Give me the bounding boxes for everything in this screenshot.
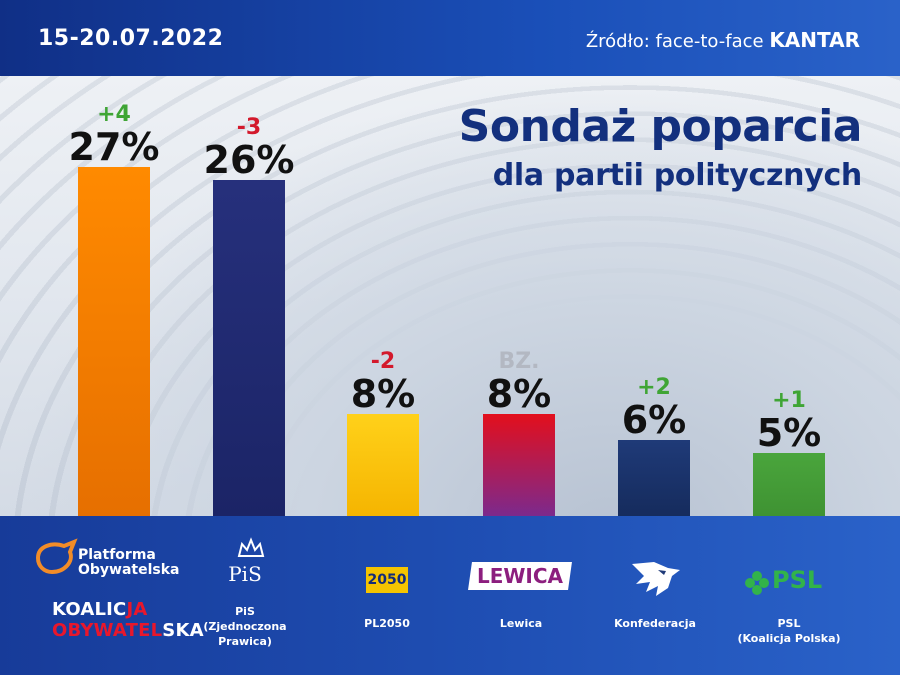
value-label-5: 5% — [757, 411, 822, 455]
change-label-2: -2 — [371, 349, 395, 374]
ko-line1-b: JA — [126, 599, 148, 620]
change-label-0: +4 — [97, 102, 131, 127]
source-brand: KANTAR — [769, 28, 860, 52]
pis-crown-eagle-icon — [237, 537, 265, 557]
party-label-pl2050: PL2050 — [364, 617, 410, 630]
party-label-lewica: Lewica — [499, 617, 543, 630]
psl-clover-icon — [745, 571, 769, 595]
source-label: Źródło: face-to-face KANTAR — [586, 28, 860, 52]
ko-line2-b: SKA — [162, 620, 204, 641]
psl-logo-text: PSL — [772, 566, 823, 594]
po-logo-line2: Obywatelska — [78, 562, 180, 578]
chart-subtitle: dla partii politycznych — [492, 158, 863, 193]
bar-4 — [618, 440, 690, 518]
bar-5 — [753, 453, 825, 518]
top-bar: 15-20.07.2022 Źródło: face-to-face KANTA… — [0, 0, 900, 76]
value-label-0: 27% — [69, 125, 160, 169]
bar-1 — [213, 180, 285, 518]
lewica-logo-text: LEWICA — [476, 564, 564, 588]
value-label-1: 26% — [204, 138, 295, 182]
change-label-4: +2 — [637, 375, 671, 400]
poll-bar-chart: 27%+426%-38%-28%BZ.6%+25%+1 — [69, 102, 825, 518]
lewica-logo: LEWICA — [468, 562, 572, 590]
ko-logo-text: KOALICJA OBYWATELSKA — [52, 599, 204, 641]
bar-2 — [347, 414, 419, 518]
ko-line1-a: KOALIC — [52, 599, 127, 620]
konfederacja-eagle-icon — [632, 562, 680, 596]
change-label-3: BZ. — [498, 349, 539, 374]
survey-date: 15-20.07.2022 — [38, 26, 224, 51]
pl2050-logo: 2050 — [366, 567, 408, 593]
po-logo-text: Platforma Obywatelska — [78, 548, 180, 578]
change-label-1: -3 — [237, 115, 261, 140]
party-legend-bar: Platforma Obywatelska KOALICJA OBYWATELS… — [0, 516, 900, 675]
platforma-obywatelska-logo-icon — [35, 538, 78, 575]
chart-title: Sondaż poparcia — [458, 101, 863, 152]
po-logo-line1: Platforma — [78, 547, 156, 563]
value-label-3: 8% — [487, 372, 552, 416]
bar-0 — [78, 167, 150, 518]
bar-3 — [483, 414, 555, 518]
party-label-psl: PSL (Koalicja Polska) — [737, 617, 841, 645]
pis-logo-text: PiS — [228, 562, 262, 586]
value-label-4: 6% — [622, 398, 687, 442]
value-label-2: 8% — [351, 372, 416, 416]
party-label-pis: PiS (Zjednoczona Prawica) — [203, 605, 287, 648]
change-label-5: +1 — [772, 388, 806, 413]
ko-line2-a: OBYWATEL — [52, 620, 163, 641]
party-label-konfederacja: Konfederacja — [614, 617, 696, 630]
source-prefix: Źródło: face-to-face — [585, 31, 770, 52]
